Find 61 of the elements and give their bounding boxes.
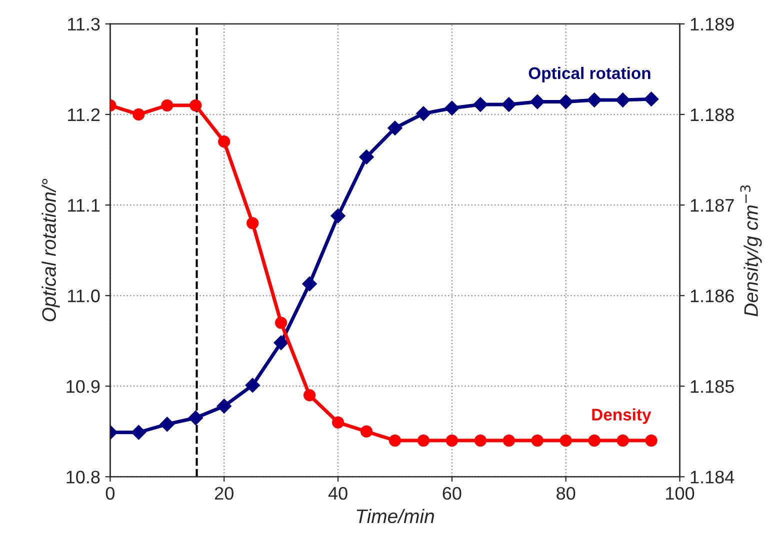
x-tick-label: 20	[214, 486, 234, 500]
point	[474, 434, 486, 447]
point	[216, 398, 232, 414]
point	[132, 108, 145, 121]
point	[502, 97, 516, 112]
point	[388, 120, 402, 136]
point	[588, 434, 600, 447]
x-tick-label: 40	[328, 486, 348, 500]
point	[161, 99, 174, 112]
y-tick-label: 10.9	[66, 380, 100, 393]
point	[416, 106, 431, 121]
x-tick-label: 0	[106, 486, 115, 500]
point	[417, 434, 430, 447]
y-tick-label: 11.1	[68, 199, 100, 212]
x-axis-title: Time/min	[356, 508, 434, 524]
x-tick-label: 100	[666, 486, 694, 500]
y2-tick-label: 1.189	[690, 18, 734, 31]
series-label: Optical rotation	[528, 66, 650, 82]
point	[302, 276, 317, 292]
point	[473, 97, 488, 112]
point	[644, 92, 659, 106]
point	[616, 434, 629, 447]
point	[502, 434, 515, 447]
y-tick-label: 11.3	[68, 18, 100, 31]
point	[615, 92, 630, 108]
point	[586, 92, 602, 108]
point	[303, 389, 316, 402]
point	[359, 150, 374, 164]
y2-tick-label: 1.186	[690, 290, 734, 302]
y2-tick-label: 1.184	[690, 470, 734, 484]
x-tick-label: 80	[556, 486, 576, 500]
y-tick-label: 11.2	[68, 108, 100, 122]
point	[531, 434, 544, 447]
y-axis-title: Optical rotation/°	[42, 178, 60, 322]
y-tick-label: 10.8	[66, 470, 100, 484]
point	[530, 94, 545, 110]
y2-tick-label: 1.187	[690, 198, 734, 212]
point	[274, 335, 288, 350]
point	[330, 208, 346, 224]
point	[560, 434, 572, 447]
point	[274, 316, 288, 329]
point	[246, 217, 259, 230]
y2-tick-label: 1.188	[690, 108, 734, 122]
point	[245, 378, 260, 393]
y2-axis-title: Density/g cm$^{−3}$	[740, 185, 762, 316]
point	[446, 434, 458, 447]
point	[360, 425, 373, 438]
point	[332, 416, 344, 428]
y-tick-label: 11.0	[68, 290, 100, 302]
point	[645, 434, 658, 447]
point	[444, 100, 460, 116]
point	[188, 410, 204, 426]
y2-tick-label: 1.185	[690, 380, 734, 393]
point	[388, 434, 402, 447]
point	[218, 136, 230, 148]
point	[558, 94, 574, 110]
point	[160, 416, 175, 432]
point	[190, 99, 202, 112]
x-tick-label: 60	[442, 486, 462, 500]
point	[131, 424, 146, 440]
series-label: Density	[592, 408, 652, 424]
